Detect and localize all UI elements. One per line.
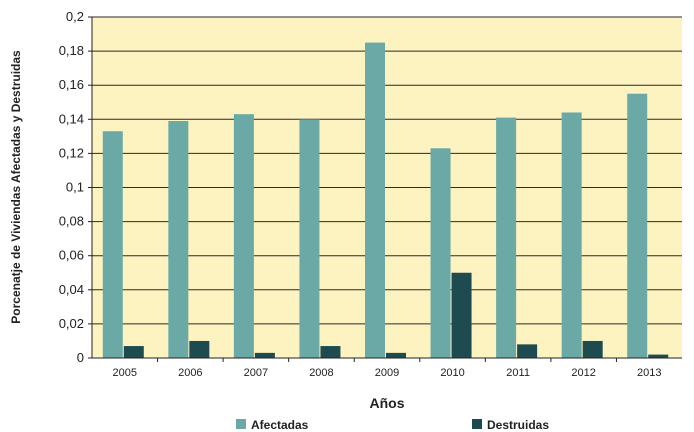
legend-label-destruidas: Destruidas [487, 418, 549, 432]
bar-destruidas-2006 [189, 340, 210, 358]
legend: Afectadas Destruidas [236, 418, 549, 432]
legend-swatch-afectadas [236, 419, 246, 429]
y-tick-label: 0,06 [59, 248, 84, 263]
x-axis-title: Años [370, 395, 405, 411]
bar-destruidas-2010 [451, 272, 472, 358]
bar-afectadas-2011 [496, 117, 517, 358]
x-tick-label: 2007 [244, 367, 268, 379]
bar-afectadas-2010 [430, 148, 451, 358]
y-tick-label: 0 [77, 350, 84, 365]
bar-afectadas-2005 [102, 131, 123, 358]
bar-destruidas-2005 [123, 346, 144, 358]
x-tick-label: 2008 [309, 367, 333, 379]
y-tick-label: 0,2 [66, 9, 84, 24]
y-tick-label: 0,1 [66, 180, 84, 195]
y-axis-ticks: 0 0,02 0,04 0,06 0,08 0,1 0,12 0,14 0,16 0,18 0,2 [59, 9, 92, 365]
bar-afectadas-2013 [627, 93, 648, 358]
grid-lines [92, 16, 682, 325]
bar-destruidas-2011 [517, 344, 538, 358]
legend-swatch-destruidas [472, 419, 482, 429]
x-tick-label: 2005 [113, 367, 137, 379]
bars [102, 42, 669, 358]
y-tick-label: 0,18 [59, 43, 84, 58]
x-tick-label: 2009 [375, 367, 399, 379]
bar-afectadas-2006 [168, 121, 189, 358]
y-tick-label: 0,12 [59, 145, 84, 160]
x-tick-label: 2013 [637, 367, 661, 379]
bar-destruidas-2008 [320, 346, 341, 358]
bar-destruidas-2007 [254, 352, 275, 358]
x-tick-label: 2011 [506, 367, 530, 379]
bar-destruidas-2009 [386, 352, 406, 358]
y-tick-label: 0,04 [59, 282, 84, 297]
x-tick-label: 2006 [178, 367, 202, 379]
x-tick-label: 2010 [440, 367, 464, 379]
y-axis-title: Porcenatje de Viviendas Afectadas y Dest… [9, 50, 23, 324]
legend-label-afectadas: Afectadas [251, 418, 309, 432]
x-axis-ticks: 2005 2006 2007 2008 2009 2010 2011 2012 2013 [113, 358, 661, 379]
y-tick-label: 0,08 [59, 214, 84, 229]
bar-afectadas-2008 [299, 119, 320, 358]
bar-afectadas-2007 [233, 114, 254, 358]
bar-afectadas-2009 [365, 42, 385, 358]
y-tick-label: 0,16 [59, 77, 84, 92]
bar-destruidas-2013 [648, 354, 669, 358]
y-tick-label: 0,14 [59, 111, 84, 126]
bar-afectadas-2012 [561, 112, 582, 358]
x-tick-label: 2012 [571, 367, 595, 379]
y-tick-label: 0,02 [59, 316, 84, 331]
bar-destruidas-2012 [582, 340, 603, 358]
